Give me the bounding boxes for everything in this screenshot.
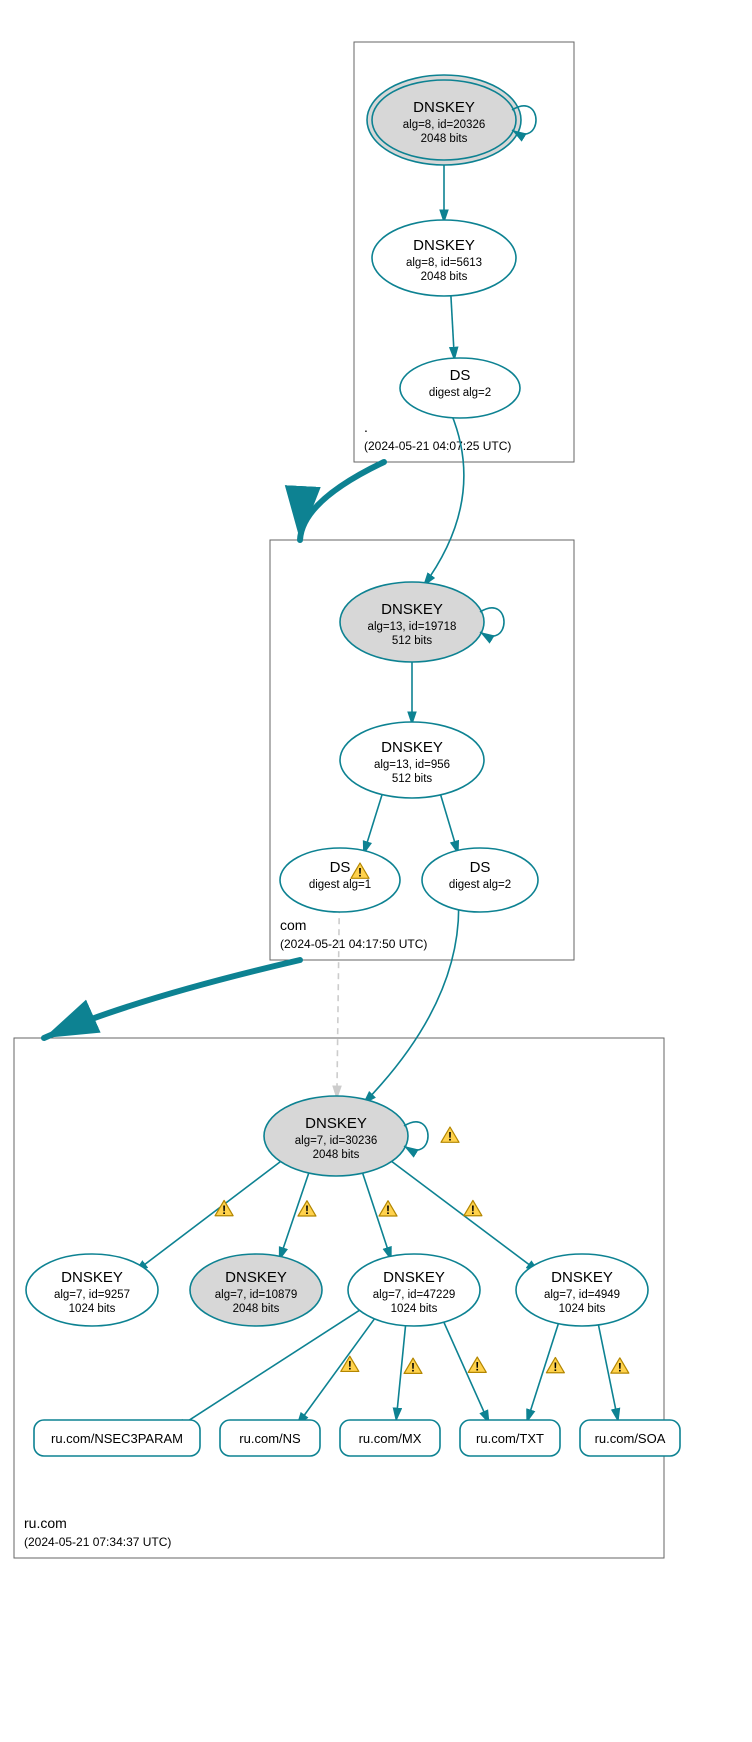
node-n6: DS digest alg=1 xyxy=(280,848,400,912)
svg-text:!: ! xyxy=(358,866,362,880)
node-n7: DS digest alg=2 xyxy=(422,848,538,912)
svg-text:!: ! xyxy=(305,1203,309,1217)
svg-text:alg=8, id=5613: alg=8, id=5613 xyxy=(406,257,482,269)
svg-text:!: ! xyxy=(553,1360,557,1374)
svg-text:DNSKEY: DNSKEY xyxy=(305,1115,367,1132)
svg-text:512 bits: 512 bits xyxy=(392,635,433,647)
node-n11: DNSKEY alg=7, id=47229 1024 bits xyxy=(348,1254,480,1326)
svg-text:com: com xyxy=(280,917,306,933)
svg-text:DS: DS xyxy=(470,859,491,876)
svg-text:digest alg=2: digest alg=2 xyxy=(449,879,511,891)
svg-text:1024 bits: 1024 bits xyxy=(391,1303,438,1315)
svg-text:digest alg=1: digest alg=1 xyxy=(309,879,371,891)
svg-text:DS: DS xyxy=(450,367,471,384)
svg-text:DNSKEY: DNSKEY xyxy=(225,1269,287,1286)
node-n5: DNSKEY alg=13, id=956 512 bits xyxy=(340,722,484,798)
svg-text:DS: DS xyxy=(330,859,351,876)
svg-text:1024 bits: 1024 bits xyxy=(559,1303,606,1315)
record-r4: ru.com/TXT xyxy=(460,1420,560,1456)
svg-text:alg=7, id=30236: alg=7, id=30236 xyxy=(295,1135,378,1147)
svg-text:2048 bits: 2048 bits xyxy=(421,133,468,145)
node-n8: DNSKEY alg=7, id=30236 2048 bits xyxy=(264,1096,428,1176)
record-r5: ru.com/SOA xyxy=(580,1420,680,1456)
svg-text:(2024-05-21 04:07:25 UTC): (2024-05-21 04:07:25 UTC) xyxy=(364,439,511,453)
svg-text:alg=7, id=4949: alg=7, id=4949 xyxy=(544,1289,620,1301)
node-n10: DNSKEY alg=7, id=10879 2048 bits xyxy=(190,1254,322,1326)
svg-text:ru.com/NS: ru.com/NS xyxy=(239,1431,301,1446)
svg-text:ru.com/NSEC3PARAM: ru.com/NSEC3PARAM xyxy=(51,1431,183,1446)
svg-text:!: ! xyxy=(471,1203,475,1217)
record-r3: ru.com/MX xyxy=(340,1420,440,1456)
svg-text:ru.com/SOA: ru.com/SOA xyxy=(595,1431,666,1446)
svg-text:alg=7, id=47229: alg=7, id=47229 xyxy=(373,1289,456,1301)
dnssec-diagram: . (2024-05-21 04:07:25 UTC) com (2024-05-21… xyxy=(0,0,752,1742)
node-n3: DS digest alg=2 xyxy=(400,358,520,418)
svg-text:alg=8, id=20326: alg=8, id=20326 xyxy=(403,119,486,131)
svg-text:DNSKEY: DNSKEY xyxy=(383,1269,445,1286)
svg-text:!: ! xyxy=(448,1130,452,1144)
svg-text:ru.com/MX: ru.com/MX xyxy=(359,1431,422,1446)
node-n1: DNSKEY alg=8, id=20326 2048 bits xyxy=(367,75,536,165)
svg-text:DNSKEY: DNSKEY xyxy=(381,739,443,756)
node-n4: DNSKEY alg=13, id=19718 512 bits xyxy=(340,582,504,662)
svg-text:!: ! xyxy=(222,1203,226,1217)
svg-text:digest alg=2: digest alg=2 xyxy=(429,387,491,399)
record-r2: ru.com/NS xyxy=(220,1420,320,1456)
svg-text:.: . xyxy=(364,419,368,435)
svg-text:!: ! xyxy=(411,1361,415,1375)
node-n12: DNSKEY alg=7, id=4949 1024 bits xyxy=(516,1254,648,1326)
svg-text:!: ! xyxy=(348,1359,352,1373)
node-n2: DNSKEY alg=8, id=5613 2048 bits xyxy=(372,220,516,296)
svg-text:!: ! xyxy=(618,1360,622,1374)
svg-text:1024 bits: 1024 bits xyxy=(69,1303,116,1315)
svg-text:2048 bits: 2048 bits xyxy=(313,1149,360,1161)
record-r1: ru.com/NSEC3PARAM xyxy=(34,1420,200,1456)
svg-text:alg=13, id=956: alg=13, id=956 xyxy=(374,759,450,771)
svg-text:!: ! xyxy=(475,1360,479,1374)
svg-text:DNSKEY: DNSKEY xyxy=(551,1269,613,1286)
svg-text:DNSKEY: DNSKEY xyxy=(381,601,443,618)
svg-text:alg=7, id=9257: alg=7, id=9257 xyxy=(54,1289,130,1301)
svg-text:!: ! xyxy=(386,1203,390,1217)
node-n9: DNSKEY alg=7, id=9257 1024 bits xyxy=(26,1254,158,1326)
svg-text:(2024-05-21 07:34:37 UTC): (2024-05-21 07:34:37 UTC) xyxy=(24,1535,171,1549)
svg-text:DNSKEY: DNSKEY xyxy=(61,1269,123,1286)
svg-text:DNSKEY: DNSKEY xyxy=(413,99,475,116)
svg-text:ru.com/TXT: ru.com/TXT xyxy=(476,1431,544,1446)
svg-text:ru.com: ru.com xyxy=(24,1515,67,1531)
svg-text:(2024-05-21 04:17:50 UTC): (2024-05-21 04:17:50 UTC) xyxy=(280,937,427,951)
svg-text:alg=7, id=10879: alg=7, id=10879 xyxy=(215,1289,298,1301)
svg-text:2048 bits: 2048 bits xyxy=(233,1303,280,1315)
svg-text:512 bits: 512 bits xyxy=(392,773,433,785)
svg-text:alg=13, id=19718: alg=13, id=19718 xyxy=(368,621,457,633)
svg-text:2048 bits: 2048 bits xyxy=(421,271,468,283)
svg-text:DNSKEY: DNSKEY xyxy=(413,237,475,254)
